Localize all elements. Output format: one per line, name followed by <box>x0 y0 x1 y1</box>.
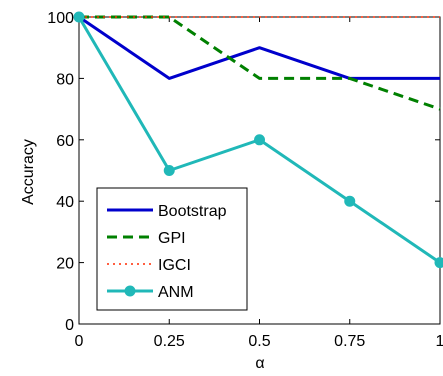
y-tick-label: 60 <box>56 133 74 150</box>
legend-label-gpi: GPI <box>158 230 186 247</box>
data-point-anm <box>434 257 443 269</box>
y-axis-label: Accuracy <box>20 139 37 205</box>
y-tick-label: 100 <box>47 10 74 27</box>
legend-marker-anm <box>124 285 136 297</box>
legend: Bootstrap GPI IGCI ANM <box>96 187 248 311</box>
legend-label-anm: ANM <box>158 284 194 301</box>
axis-ticks: 0 20 40 60 80 100 0 0.25 0.5 0.75 1 <box>47 10 443 350</box>
series-line-gpi <box>79 15 441 111</box>
x-tick-label: 0.5 <box>248 333 270 350</box>
y-tick-label: 20 <box>56 256 74 273</box>
data-point-anm <box>163 165 175 176</box>
legend-label-igci: IGCI <box>158 257 191 274</box>
legend-label-bootstrap: Bootstrap <box>158 203 227 220</box>
data-point-anm <box>254 134 265 146</box>
data-point-anm <box>73 11 85 23</box>
x-tick-label: 0.75 <box>334 333 365 350</box>
x-tick-label: 0 <box>75 333 84 350</box>
y-tick-label: 0 <box>65 317 74 334</box>
x-axis-label: α <box>255 355 264 371</box>
y-tick-label: 80 <box>56 71 74 88</box>
series-lines <box>73 11 443 269</box>
series-line-bootstrap <box>78 15 440 80</box>
data-point-anm <box>344 195 356 207</box>
y-tick-label: 40 <box>56 194 74 211</box>
x-tick-label: 1 <box>436 333 443 350</box>
x-tick-label: 0.25 <box>154 333 185 350</box>
